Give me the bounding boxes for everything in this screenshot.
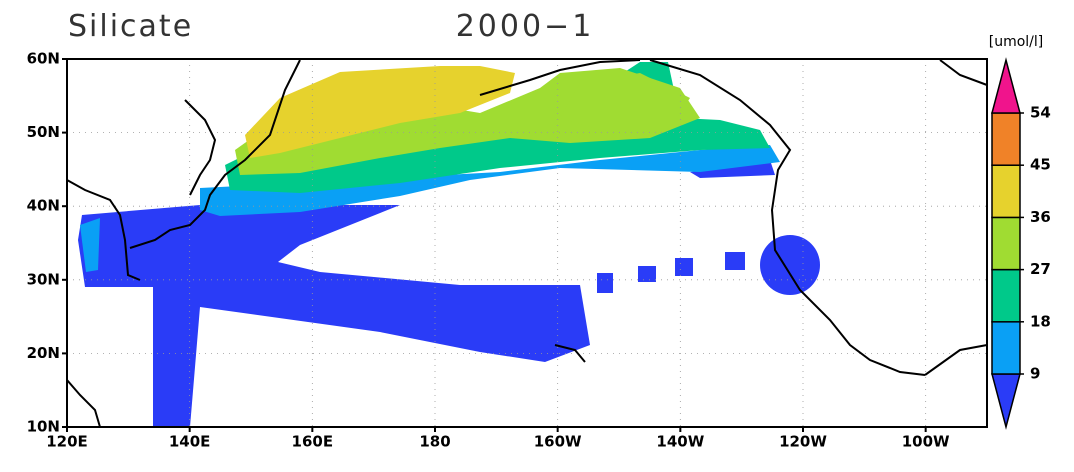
title: Silicate: [68, 9, 193, 44]
colorbar-label: 54: [1030, 104, 1051, 122]
coastline: [939, 59, 988, 86]
region-low: [638, 266, 656, 282]
colorbar-segment: [991, 268, 1021, 323]
region-low: [675, 258, 693, 276]
lat-tick-label: 50N: [27, 123, 60, 141]
unit: [umol/l]: [989, 34, 1044, 50]
colorbar-extend-high: [991, 57, 1021, 114]
coastline: [554, 344, 586, 363]
region-low: [760, 235, 820, 295]
lon-tick-label: 140E: [169, 433, 211, 451]
subtitle: 2000−1: [456, 9, 595, 44]
lat-tick-label: 30N: [27, 270, 60, 288]
region-low: [725, 252, 745, 270]
coastline: [129, 59, 301, 249]
lon-tick-label: 120W: [779, 433, 827, 451]
lat-tick-label: 20N: [27, 344, 60, 362]
lon-tick-label: 100W: [902, 433, 950, 451]
lon-tick-label: 140W: [656, 433, 704, 451]
colorbar-label: 9: [1030, 365, 1040, 383]
lon-tick-label: 160E: [292, 433, 334, 451]
colorbar-segment: [991, 216, 1021, 271]
colorbar-segment: [991, 321, 1021, 375]
region-27-36: [560, 73, 690, 133]
lat-tick-label: 10N: [27, 418, 60, 436]
coastlines: [66, 59, 988, 428]
coastline: [924, 344, 988, 376]
colorbar-label: 45: [1030, 156, 1051, 174]
lon-tick-label: 120E: [46, 433, 88, 451]
coastline: [184, 99, 217, 196]
colorbar-label: 18: [1030, 312, 1051, 330]
lon-tick-label: 160W: [534, 433, 582, 451]
region-low: [597, 273, 613, 293]
coastline: [66, 179, 141, 281]
lat-tick-label: 60N: [27, 50, 60, 68]
colorbar-segment: [991, 112, 1021, 166]
region-9-18: [80, 218, 100, 272]
coastline: [649, 59, 926, 376]
region-low: [78, 205, 590, 427]
colorbar-label: 36: [1030, 208, 1051, 226]
colorbar-segment: [991, 164, 1021, 219]
lat-tick-label: 40N: [27, 197, 60, 215]
lon-tick-label: 180: [419, 433, 450, 451]
colorbar-label: 27: [1030, 260, 1051, 278]
coastline: [479, 59, 641, 96]
map-frame: [66, 58, 988, 428]
region-9-18: [200, 145, 780, 216]
coastline: [66, 379, 101, 428]
